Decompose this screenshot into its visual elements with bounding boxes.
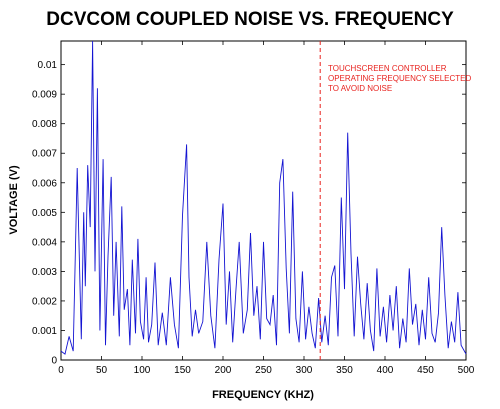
y-tick-label: 0.001: [32, 326, 57, 337]
x-ticks: 0 50 100 150 200 250 300 350 400 450 500: [58, 41, 475, 376]
y-tick-label: 0.006: [32, 178, 57, 189]
chart-title: DCVCOM COUPLED NOISE VS. FREQUENCY: [46, 9, 454, 30]
x-tick-label: 350: [336, 365, 353, 376]
plot-area: [60, 40, 467, 361]
x-tick-label: 300: [296, 365, 313, 376]
y-tick-label: 0.01: [38, 60, 58, 71]
y-tick-label: 0.009: [32, 90, 57, 101]
y-tick-label: 0.008: [32, 119, 57, 130]
x-tick-label: 200: [215, 365, 232, 376]
x-tick-label: 250: [255, 365, 272, 376]
y-tick-label: 0.007: [32, 149, 57, 160]
y-axis-label: VOLTAGE (V): [8, 165, 20, 235]
x-tick-label: 400: [377, 365, 394, 376]
annotation-line-1: TOUCHSCREEN CONTROLLER: [328, 64, 447, 73]
y-tick-label: 0.005: [32, 208, 57, 219]
noise-series-line: [60, 40, 467, 355]
x-tick-label: 450: [417, 365, 434, 376]
annotation-line-2: OPERATING FREQUENCY SELECTED: [328, 74, 472, 83]
annotation-line-3: TO AVOID NOISE: [328, 84, 392, 93]
x-tick-label: 50: [96, 365, 108, 376]
x-tick-label: 100: [134, 365, 151, 376]
y-tick-label: 0: [51, 356, 57, 367]
x-tick-label: 500: [458, 365, 475, 376]
x-tick-label: 150: [174, 365, 191, 376]
y-ticks: 0 0.001 0.002 0.003 0.004 0.005 0.006 0.007 0.00…: [32, 60, 466, 367]
y-tick-label: 0.002: [32, 296, 57, 307]
y-tick-label: 0.004: [32, 237, 57, 248]
y-tick-label: 0.003: [32, 267, 57, 278]
x-tick-label: 0: [58, 365, 64, 376]
x-axis-label: FREQUENCY (KHZ): [212, 389, 314, 401]
